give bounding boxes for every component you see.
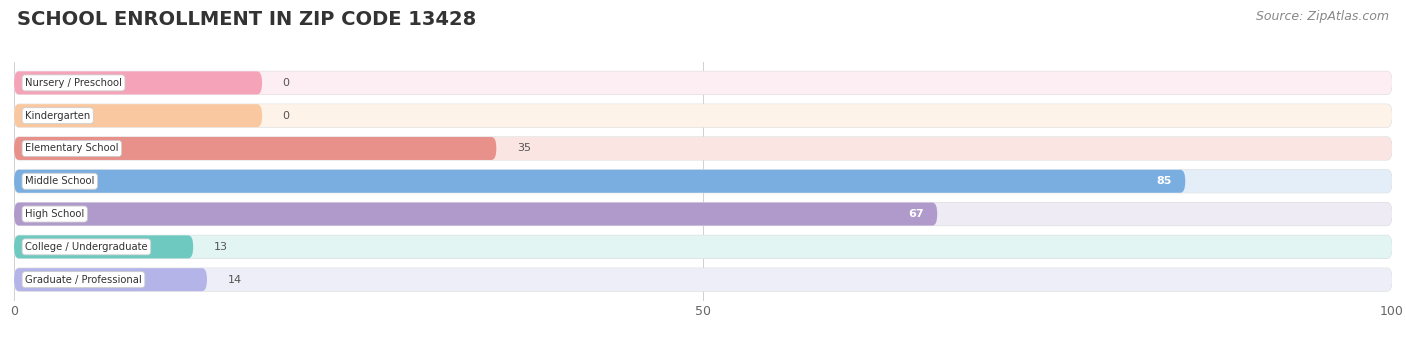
Text: 0: 0 — [283, 78, 290, 88]
Text: 13: 13 — [214, 242, 228, 252]
FancyBboxPatch shape — [14, 71, 1392, 94]
FancyBboxPatch shape — [14, 137, 496, 160]
Text: High School: High School — [25, 209, 84, 219]
Text: 0: 0 — [283, 111, 290, 121]
FancyBboxPatch shape — [14, 104, 1392, 127]
Text: Source: ZipAtlas.com: Source: ZipAtlas.com — [1256, 10, 1389, 23]
FancyBboxPatch shape — [14, 137, 1392, 160]
FancyBboxPatch shape — [14, 71, 1392, 94]
FancyBboxPatch shape — [14, 235, 1392, 258]
FancyBboxPatch shape — [14, 268, 1392, 291]
FancyBboxPatch shape — [14, 170, 1185, 193]
Text: 67: 67 — [908, 209, 924, 219]
Text: 85: 85 — [1156, 176, 1171, 186]
FancyBboxPatch shape — [14, 104, 262, 127]
FancyBboxPatch shape — [14, 202, 1392, 225]
Text: Kindergarten: Kindergarten — [25, 111, 90, 121]
FancyBboxPatch shape — [14, 202, 1392, 225]
Text: Nursery / Preschool: Nursery / Preschool — [25, 78, 122, 88]
FancyBboxPatch shape — [14, 268, 207, 291]
FancyBboxPatch shape — [14, 202, 938, 225]
Text: 14: 14 — [228, 275, 242, 285]
FancyBboxPatch shape — [14, 170, 1392, 193]
Text: Elementary School: Elementary School — [25, 143, 118, 154]
FancyBboxPatch shape — [14, 235, 1392, 258]
FancyBboxPatch shape — [14, 71, 262, 94]
FancyBboxPatch shape — [14, 104, 1392, 127]
Text: Middle School: Middle School — [25, 176, 94, 186]
Text: 35: 35 — [517, 143, 531, 154]
FancyBboxPatch shape — [14, 137, 1392, 160]
Text: College / Undergraduate: College / Undergraduate — [25, 242, 148, 252]
FancyBboxPatch shape — [14, 268, 1392, 291]
Text: SCHOOL ENROLLMENT IN ZIP CODE 13428: SCHOOL ENROLLMENT IN ZIP CODE 13428 — [17, 10, 477, 29]
FancyBboxPatch shape — [14, 170, 1392, 193]
FancyBboxPatch shape — [14, 235, 193, 258]
Text: Graduate / Professional: Graduate / Professional — [25, 275, 142, 285]
